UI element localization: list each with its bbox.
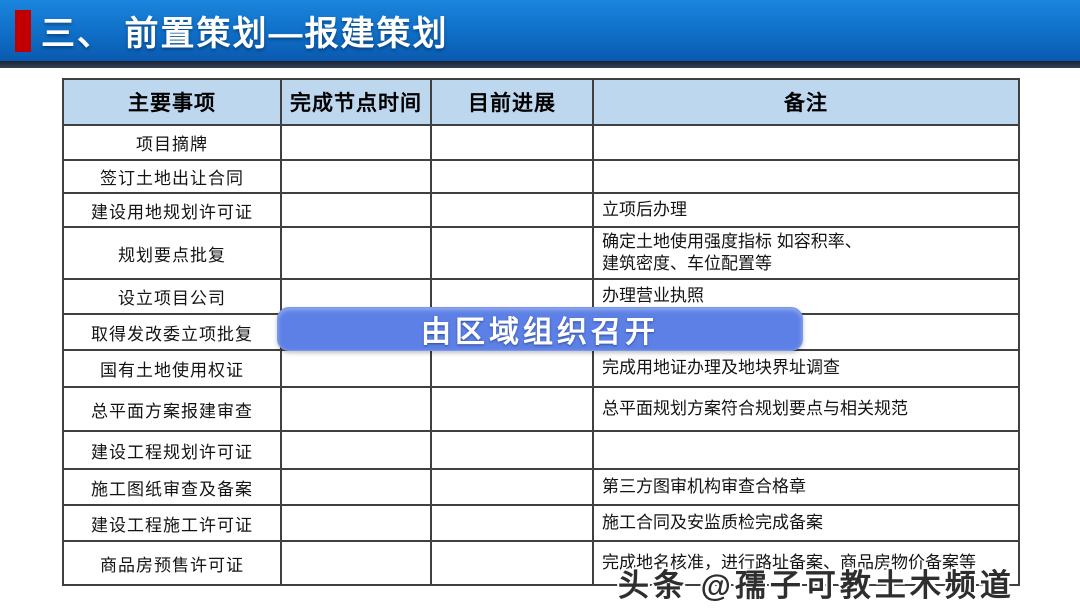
cell-item: 商品房预售许可证 bbox=[62, 540, 282, 586]
table-row: 项目摘牌 bbox=[62, 124, 1020, 161]
cell-time bbox=[280, 159, 432, 194]
cell-progress bbox=[430, 468, 594, 506]
table-header-row: 主要事项 完成节点时间 目前进展 备注 bbox=[62, 78, 1020, 126]
cell-remark: 确定土地使用强度指标 如容积率、 建筑密度、车位配置等 bbox=[592, 226, 1020, 280]
cell-remark: 立项后办理 bbox=[592, 192, 1020, 228]
cell-remark: 完成地名核准，进行路址备案、商品房物价备案等 bbox=[592, 540, 1020, 586]
cell-time bbox=[280, 430, 432, 470]
cell-progress bbox=[430, 540, 594, 586]
table-row: 建设工程施工许可证 施工合同及安监质检完成备案 bbox=[62, 504, 1020, 542]
table-row: 施工图纸审查及备案 第三方图审机构审查合格章 bbox=[62, 468, 1020, 506]
cell-item: 签订土地出让合同 bbox=[62, 159, 282, 194]
cell-remark: 施工合同及安监质检完成备案 bbox=[592, 504, 1020, 542]
table-row: 建设工程规划许可证 bbox=[62, 430, 1020, 470]
cell-time bbox=[280, 226, 432, 280]
cell-item: 设立项目公司 bbox=[62, 278, 282, 315]
cell-item: 项目摘牌 bbox=[62, 124, 282, 161]
watermark: 头条 @孺子可教土木频道 bbox=[618, 568, 1015, 603]
cell-item: 建设工程规划许可证 bbox=[62, 430, 282, 470]
title-bar-shadow bbox=[0, 61, 1080, 68]
cell-time bbox=[280, 192, 432, 228]
table-row: 国有土地使用权证 完成用地证办理及地块界址调查 bbox=[62, 349, 1020, 388]
cell-item: 施工图纸审查及备案 bbox=[62, 468, 282, 506]
table-row: 规划要点批复 确定土地使用强度指标 如容积率、 建筑密度、车位配置等 bbox=[62, 226, 1020, 280]
table-row: 签订土地出让合同 bbox=[62, 159, 1020, 194]
cell-progress bbox=[430, 159, 594, 194]
column-header-main-item: 主要事项 bbox=[62, 78, 282, 126]
table-row: 建设用地规划许可证 立项后办理 bbox=[62, 192, 1020, 228]
cell-remark: 总平面规划方案符合规划要点与相关规范 bbox=[592, 386, 1020, 432]
cell-remark: 完成用地证办理及地块界址调查 bbox=[592, 349, 1020, 388]
table-row: 商品房预售许可证 完成地名核准，进行路址备案、商品房物价备案等 bbox=[62, 540, 1020, 586]
title-bar: 三、 前置策划—报建策划 bbox=[0, 0, 1080, 61]
cell-time bbox=[280, 504, 432, 542]
table-row: 总平面方案报建审查 总平面规划方案符合规划要点与相关规范 bbox=[62, 386, 1020, 432]
red-accent-bar bbox=[15, 9, 31, 52]
cell-progress bbox=[430, 349, 594, 388]
cell-item: 国有土地使用权证 bbox=[62, 349, 282, 388]
cell-item: 建设工程施工许可证 bbox=[62, 504, 282, 542]
cell-progress bbox=[430, 226, 594, 280]
cell-progress bbox=[430, 386, 594, 432]
column-header-current-progress: 目前进展 bbox=[430, 78, 594, 126]
cell-remark bbox=[592, 159, 1020, 194]
cell-remark bbox=[592, 430, 1020, 470]
cell-item: 总平面方案报建审查 bbox=[62, 386, 282, 432]
cell-progress bbox=[430, 504, 594, 542]
cell-time bbox=[280, 124, 432, 161]
cell-time bbox=[280, 540, 432, 586]
cell-remark: 第三方图审机构审查合格章 bbox=[592, 468, 1020, 506]
column-header-remarks: 备注 bbox=[592, 78, 1020, 126]
cell-remark bbox=[592, 124, 1020, 161]
cell-progress bbox=[430, 430, 594, 470]
cell-item: 取得发改委立项批复 bbox=[62, 313, 282, 351]
cell-time bbox=[280, 349, 432, 388]
overlay-callout: 由区域组织召开 bbox=[277, 307, 803, 351]
cell-item: 建设用地规划许可证 bbox=[62, 192, 282, 228]
cell-time bbox=[280, 468, 432, 506]
cell-item: 规划要点批复 bbox=[62, 226, 282, 280]
column-header-completion-time: 完成节点时间 bbox=[280, 78, 432, 126]
cell-progress bbox=[430, 124, 594, 161]
cell-time bbox=[280, 386, 432, 432]
cell-progress bbox=[430, 192, 594, 228]
page-title: 三、 前置策划—报建策划 bbox=[41, 15, 449, 53]
